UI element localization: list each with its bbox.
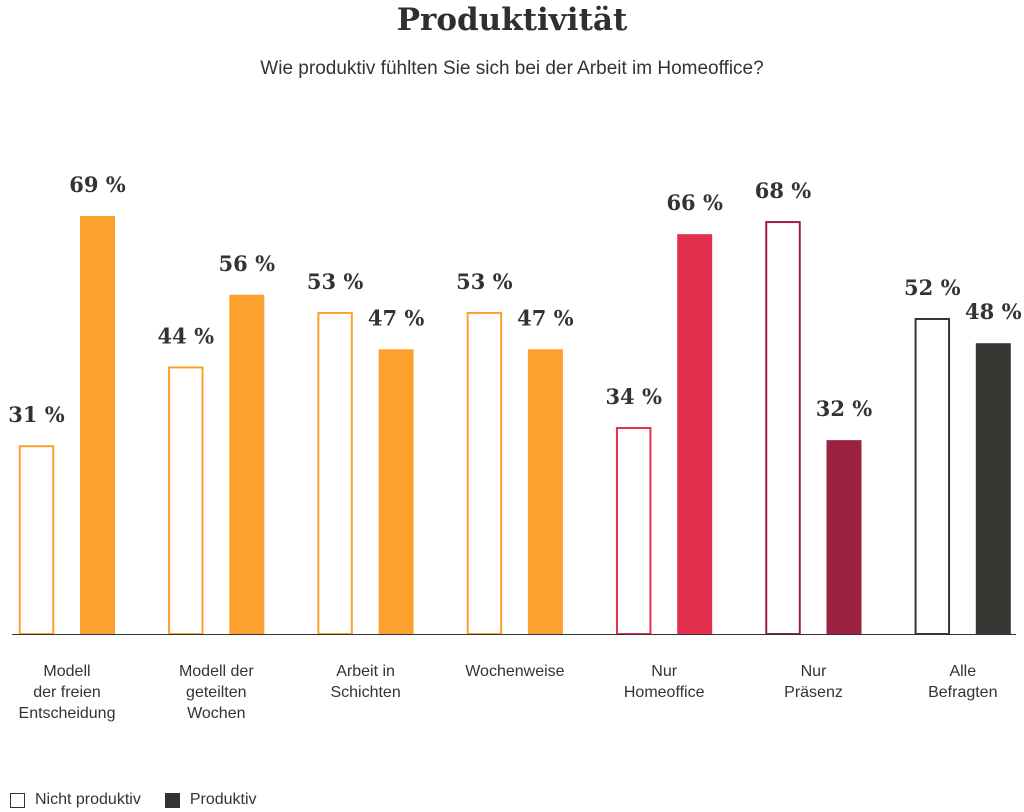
value-label-produktiv: 32 % <box>816 396 873 421</box>
value-label-produktiv: 66 % <box>666 190 723 215</box>
value-label-nicht-produktiv: 53 % <box>456 269 513 294</box>
value-label-produktiv: 47 % <box>517 305 574 330</box>
category-label: Arbeit in <box>336 663 395 680</box>
value-label-nicht-produktiv: 34 % <box>605 384 662 409</box>
value-label-nicht-produktiv: 68 % <box>755 178 812 203</box>
bar-chart: 31 % 69 % Modell der freien Entscheidung 44 %… <box>8 172 1022 722</box>
value-label-produktiv: 69 % <box>69 172 126 197</box>
bar-nicht-produktiv <box>765 221 801 635</box>
legend-label: Nicht produktiv <box>35 791 141 808</box>
value-label-produktiv: 47 % <box>368 305 425 330</box>
legend-swatch-outline <box>10 792 25 808</box>
category-label: geteilten <box>186 684 247 701</box>
legend-swatch-filled <box>164 792 180 808</box>
category-label: Modell der <box>179 663 254 680</box>
value-label-produktiv: 56 % <box>219 251 276 276</box>
bar-produktiv <box>527 349 563 634</box>
legend-item-produktiv: Produktiv <box>164 791 257 809</box>
category-label: Nur <box>651 663 677 680</box>
category-label: Homeoffice <box>624 684 705 701</box>
legend: Nicht produktiv Produktiv <box>10 790 257 810</box>
value-label-produktiv: 48 % <box>965 299 1022 324</box>
bar-produktiv <box>826 440 862 634</box>
category-label: Präsenz <box>784 684 843 701</box>
bar-produktiv <box>975 343 1011 634</box>
category-label: Nur <box>801 663 827 680</box>
category-label: Entscheidung <box>19 705 116 722</box>
bar-produktiv <box>80 216 115 634</box>
value-label-nicht-produktiv: 53 % <box>307 269 364 294</box>
category-label: Wochenweise <box>465 663 564 680</box>
bar-produktiv <box>229 294 265 634</box>
bar-nicht-produktiv <box>18 445 55 636</box>
legend-item-nicht-produktiv: Nicht produktiv <box>10 791 141 809</box>
bar-produktiv <box>378 349 414 634</box>
bar-nicht-produktiv <box>914 317 951 635</box>
bar-nicht-produktiv <box>615 427 652 635</box>
bar-nicht-produktiv <box>168 366 204 635</box>
category-label: Modell <box>43 663 90 680</box>
bar-nicht-produktiv <box>317 311 353 635</box>
legend-label: Produktiv <box>189 791 257 808</box>
bar-nicht-produktiv <box>466 311 503 635</box>
category-label: der freien <box>33 684 101 701</box>
category-label: Befragten <box>928 684 997 701</box>
value-label-nicht-produktiv: 31 % <box>8 402 65 427</box>
value-label-nicht-produktiv: 52 % <box>904 275 961 300</box>
value-label-nicht-produktiv: 44 % <box>158 323 215 348</box>
chart-subtitle: Wie produktiv fühlten Sie sich bei der A… <box>260 58 764 79</box>
bar-produktiv <box>677 234 713 634</box>
category-label: Wochen <box>187 705 245 722</box>
category-label: Alle <box>949 663 976 680</box>
category-label: Schichten <box>330 684 400 701</box>
chart-title: Produktivität <box>396 2 628 38</box>
